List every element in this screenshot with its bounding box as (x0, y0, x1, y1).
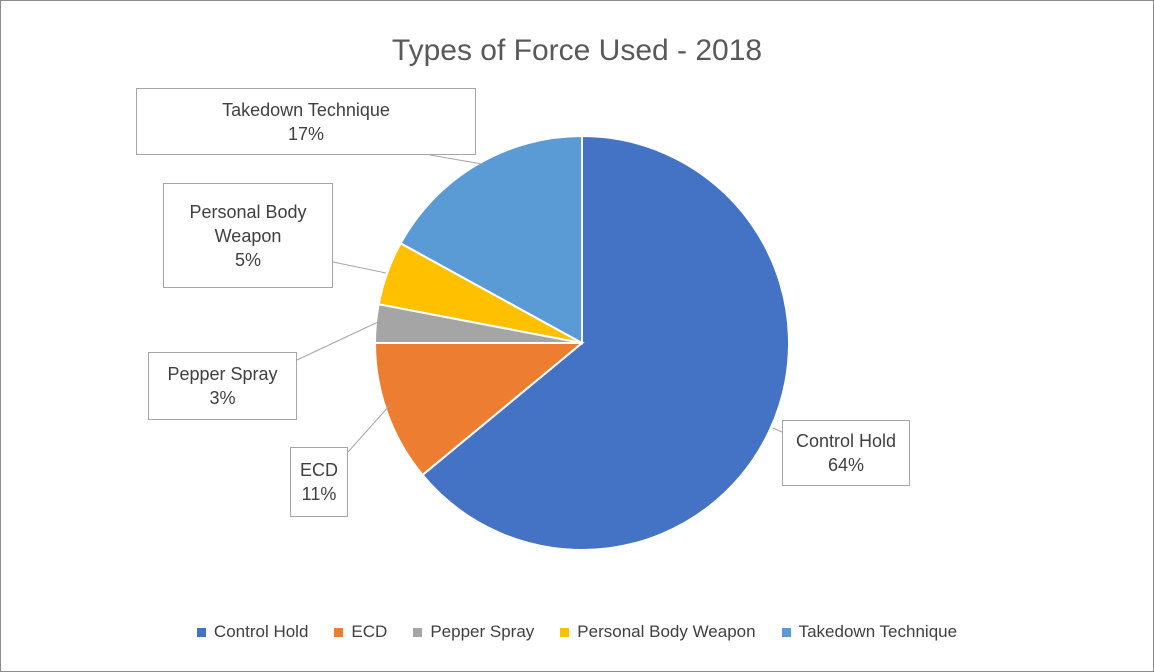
legend-label: Control Hold (213, 622, 309, 641)
data-label-name: Takedown Technique (222, 99, 390, 120)
legend-swatch (413, 627, 423, 637)
pie-slice (399, 134, 583, 345)
data-label-value: 17% (287, 123, 325, 144)
chart-title: Types of Force Used - 2018 (392, 34, 762, 67)
legend-swatch (334, 627, 344, 637)
data-label-value: 5% (234, 249, 261, 270)
data-label: Takedown Technique 17% (136, 88, 476, 155)
legend-swatch (781, 627, 791, 637)
legend-item: ECD (334, 622, 387, 642)
data-label: Personal Body Weapon 5% (163, 183, 333, 288)
leader-line (429, 154, 483, 165)
pie-slice (373, 342, 585, 477)
data-label-name: Pepper Spray (167, 364, 278, 384)
leader-line (347, 404, 391, 453)
legend-item: Control Hold (196, 622, 309, 642)
legend-label: Takedown Technique (798, 622, 958, 641)
data-label: ECD 11% (290, 447, 348, 517)
data-label-name: Control Hold (795, 431, 897, 451)
legend-item: Takedown Technique (781, 622, 958, 642)
legend-item: Personal Body Weapon (560, 622, 756, 642)
legend-swatch (560, 627, 570, 637)
legend-swatch (196, 627, 206, 637)
data-label-value: 64% (827, 455, 865, 475)
legend-label: ECD (351, 622, 388, 641)
pie-slice (421, 134, 790, 551)
legend-label: Personal Body Weapon (577, 622, 756, 641)
data-label-value: 3% (209, 388, 236, 408)
leader-line (772, 427, 783, 433)
legend-item: Pepper Spray (413, 622, 534, 642)
leader-line (332, 261, 387, 274)
leader-line (296, 321, 379, 361)
legend: Control Hold ECD Pepper Spray Personal Body… (0, 622, 1154, 642)
data-label-name: Personal Body Weapon (189, 201, 307, 246)
data-label: Control Hold 64% (782, 420, 910, 486)
data-label-value: 11% (301, 484, 337, 504)
data-label: Pepper Spray 3% (148, 352, 297, 420)
data-label-name: ECD (299, 460, 338, 480)
legend-label: Pepper Spray (430, 622, 535, 641)
